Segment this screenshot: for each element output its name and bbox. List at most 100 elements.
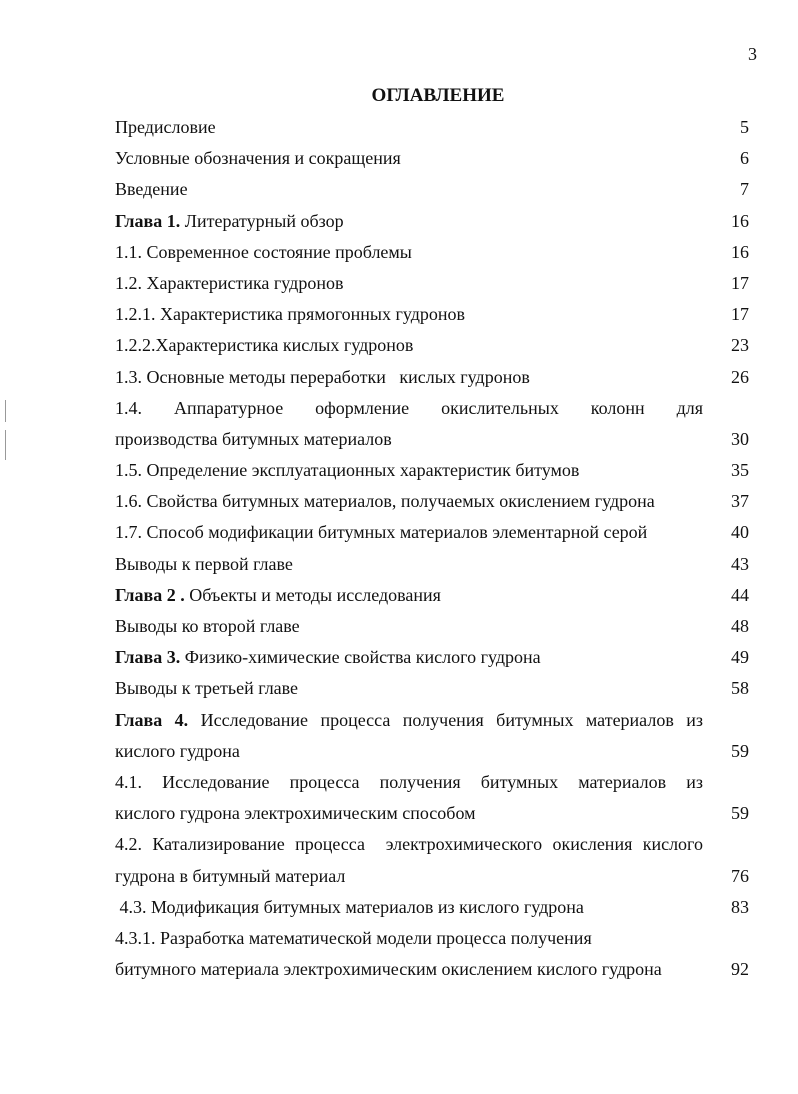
table-of-contents: Предисловие 5 Условные обозначения и сокра…: [115, 112, 755, 985]
toc-page-number: 6: [740, 148, 749, 169]
toc-page-number: 76: [731, 865, 749, 886]
entry-title: 1.5. Определение эксплуатационных характ…: [115, 460, 580, 481]
toc-line: производства битумных материалов 30: [115, 424, 755, 455]
toc-line: 4.1. Исследование процесса получения бит…: [115, 767, 755, 798]
chapter-label: Глава 4.: [115, 709, 189, 730]
toc-page-number: 16: [731, 241, 749, 262]
toc-page-number: 58: [731, 678, 749, 699]
toc-entry: Выводы ко второй главе 48: [115, 611, 755, 642]
toc-entry-text: Условные обозначения и сокращения: [115, 143, 401, 174]
toc-line: 4.3. Модификация битумных материалов из …: [115, 892, 755, 923]
toc-entry: Глава 1. Литературный обзор 16: [115, 206, 755, 237]
toc-page-number: 59: [731, 740, 749, 761]
toc-line: 4.3.1. Разработка математической модели …: [115, 923, 755, 954]
toc-entry: Глава 3. Физико-химические свойства кисл…: [115, 642, 755, 673]
entry-title: 1.1. Современное состояние проблемы: [115, 241, 412, 262]
toc-line: Предисловие 5: [115, 112, 755, 143]
toc-entry: 1.4. Аппаратурное оформление окислительн…: [115, 393, 755, 455]
toc-page-number: 37: [731, 491, 749, 512]
entry-title: 1.2.2.Характеристика кислых гудронов: [115, 335, 414, 356]
toc-line: Глава 1. Литературный обзор 16: [115, 206, 755, 237]
toc-entry-text: Глава 4. Исследование процесса получения…: [115, 705, 703, 736]
entry-title: 1.3. Основные методы переработки кислых …: [115, 366, 530, 387]
toc-line: 1.2.1. Характеристика прямогонных гудрон…: [115, 299, 755, 330]
entry-title: 1.7. Способ модификации битумных материа…: [115, 522, 648, 543]
toc-line: 1.2.2.Характеристика кислых гудронов 23: [115, 330, 755, 361]
toc-entry: 1.5. Определение эксплуатационных характ…: [115, 455, 755, 486]
toc-entry-text: 1.7. Способ модификации битумных материа…: [115, 517, 647, 548]
entry-title: 1.2. Характеристика гудронов: [115, 272, 344, 293]
entry-title: кислого гудрона электрохимическим способ…: [115, 803, 476, 824]
chapter-label: Глава 3.: [115, 647, 181, 668]
entry-title: 4.3.1. Разработка математической модели …: [115, 927, 592, 948]
toc-entry: 1.7. Способ модификации битумных материа…: [115, 517, 755, 548]
scan-artifact: [5, 430, 6, 460]
toc-entry-text: 4.3.1. Разработка математической модели …: [115, 923, 592, 954]
toc-entry: Глава 2 . Объекты и методы исследования 4…: [115, 580, 755, 611]
toc-entry-text: производства битумных материалов: [115, 424, 392, 455]
toc-page-number: 83: [731, 896, 749, 917]
toc-entry-text: Глава 2 . Объекты и методы исследования: [115, 580, 441, 611]
toc-line: 1.2. Характеристика гудронов 17: [115, 268, 755, 299]
toc-line: 1.5. Определение эксплуатационных характ…: [115, 455, 755, 486]
entry-title: Объекты и методы исследования: [184, 584, 441, 605]
toc-line: битумного материала электрохимическим ок…: [115, 954, 755, 985]
page-number: 3: [748, 44, 757, 64]
toc-entry-text: 4.2. Катализирование процесса электрохим…: [115, 829, 703, 860]
entry-title: Условные обозначения и сокращения: [115, 148, 401, 169]
toc-page-number: 30: [731, 428, 749, 449]
toc-entry-text: Глава 1. Литературный обзор: [115, 206, 344, 237]
toc-line: 1.4. Аппаратурное оформление окислительн…: [115, 393, 755, 424]
toc-line: Выводы ко второй главе 48: [115, 611, 755, 642]
toc-entry-text: кислого гудрона: [115, 736, 240, 767]
toc-entry-text: 1.4. Аппаратурное оформление окислительн…: [115, 393, 703, 424]
toc-entry-text: 1.2. Характеристика гудронов: [115, 268, 343, 299]
toc-line: кислого гудрона электрохимическим способ…: [115, 798, 755, 829]
toc-page-number: 23: [731, 335, 749, 356]
toc-entry: Введение 7: [115, 174, 755, 205]
toc-page-number: 7: [740, 179, 749, 200]
entry-title: 1.4. Аппаратурное оформление окислительн…: [115, 397, 703, 418]
toc-page-number: 40: [731, 522, 749, 543]
toc-page-number: 5: [740, 117, 749, 137]
toc-line: 1.3. Основные методы переработки кислых …: [115, 362, 755, 393]
toc-entry-text: 1.2.1. Характеристика прямогонных гудрон…: [115, 299, 465, 330]
chapter-label: Глава 1.: [115, 210, 181, 231]
toc-entry: 1.3. Основные методы переработки кислых …: [115, 362, 755, 393]
toc-page-number: 48: [731, 616, 749, 636]
toc-entry: 1.6. Свойства битумных материалов, получ…: [115, 486, 755, 517]
entry-title: Выводы к третьей главе: [115, 678, 299, 699]
toc-title: ОГЛАВЛЕНИЕ: [371, 85, 505, 106]
toc-page-number: 26: [731, 366, 749, 387]
entry-title: 1.6. Свойства битумных материалов, получ…: [115, 491, 655, 512]
toc-entry: 1.2.1. Характеристика прямогонных гудрон…: [115, 299, 755, 330]
toc-entry: Выводы к третьей главе 58: [115, 673, 755, 704]
toc-entry: Предисловие 5: [115, 112, 755, 143]
toc-page-number: 92: [731, 959, 749, 980]
entry-title: гудрона в битумный материал: [115, 865, 346, 886]
toc-line: Введение 7: [115, 174, 755, 205]
toc-entry: Выводы к первой главе 43: [115, 549, 755, 580]
entry-title: битумного материала электрохимическим ок…: [115, 959, 662, 980]
toc-entry: 1.1. Современное состояние проблемы 16: [115, 237, 755, 268]
toc-line: кислого гудрона 59: [115, 736, 755, 767]
toc-entry-text: Предисловие: [115, 112, 216, 143]
toc-entry-text: Выводы к первой главе: [115, 549, 293, 580]
toc-line: гудрона в битумный материал 76: [115, 861, 755, 892]
toc-line: Условные обозначения и сокращения 6: [115, 143, 755, 174]
toc-entry-text: 1.1. Современное состояние проблемы: [115, 237, 412, 268]
toc-entry-text: Выводы ко второй главе: [115, 611, 300, 642]
toc-page-number: 49: [731, 647, 749, 668]
toc-page-number: 43: [731, 553, 749, 574]
toc-line: Глава 4. Исследование процесса получения…: [115, 705, 755, 736]
toc-entry-text: Введение: [115, 174, 188, 205]
entry-title: Выводы к первой главе: [115, 553, 293, 574]
toc-entry: 4.2. Катализирование процесса электрохим…: [115, 829, 755, 891]
toc-entry-text: 4.3. Модификация битумных материалов из …: [115, 892, 584, 923]
toc-entry: Условные обозначения и сокращения 6: [115, 143, 755, 174]
toc-page-number: 17: [731, 304, 749, 325]
toc-line: 1.1. Современное состояние проблемы 16: [115, 237, 755, 268]
toc-entry-text: 1.2.2.Характеристика кислых гудронов: [115, 330, 413, 361]
toc-page-number: 16: [731, 210, 749, 231]
toc-entry-text: Выводы к третьей главе: [115, 673, 298, 704]
